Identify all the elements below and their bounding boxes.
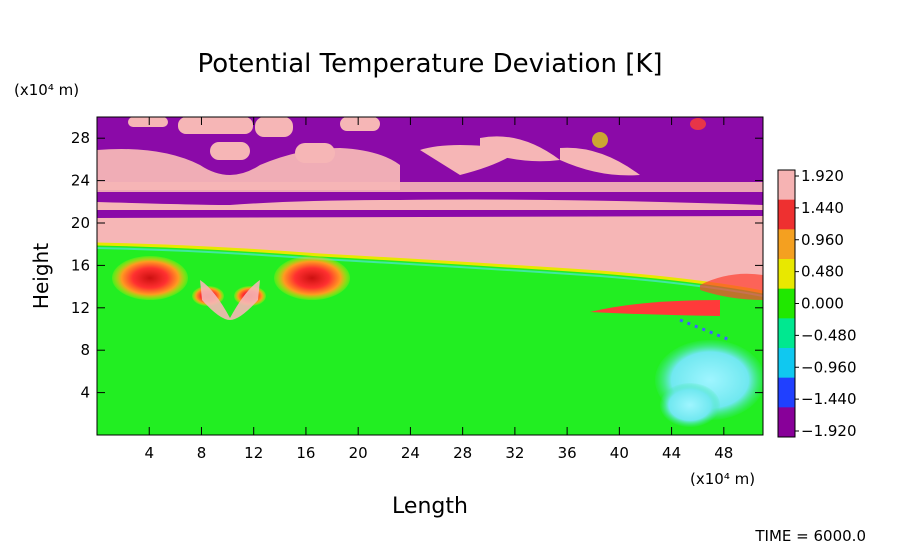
colorbar: 1.920 1.440 0.960 0.480 0.000 −0.480 −0.960 −1.… [777,167,857,440]
x-tick-label: 24 [401,444,420,462]
plot-area [97,117,763,435]
x-tick-label: 44 [662,444,681,462]
colorbar-label: −1.440 [801,390,857,408]
colorbar-swatch [778,318,795,349]
colorbar-label: −0.960 [801,358,857,376]
colorbar-swatch [778,199,795,230]
colorbar-swatch [778,229,795,260]
colorbar-swatch [778,288,795,319]
y-tick-label: 16 [71,256,90,274]
y-axis: 4 8 12 16 20 24 28 [71,129,763,402]
colorbar-swatch [778,170,795,201]
colorbar-label: −1.920 [801,422,857,440]
x-tick-label: 8 [197,444,207,462]
y-tick-label: 4 [80,384,90,402]
y-tick-label: 12 [71,299,90,317]
colorbar-label: 1.440 [801,199,844,217]
x-tick-label: 28 [453,444,472,462]
colorbar-label: −0.480 [801,326,857,344]
colorbar-swatch [778,348,795,379]
y-axis-label: Height [29,243,53,309]
shear-band [590,300,720,316]
chart-title: Potential Temperature Deviation [K] [197,49,662,79]
x-tick-label: 4 [144,444,154,462]
time-label: TIME = 6000.0 [754,527,866,544]
warm-cell-left [112,256,188,300]
y-tick-label: 20 [71,214,90,232]
x-unit-label: (x10⁴ m) [690,470,755,488]
x-tick-label: 36 [558,444,577,462]
colorbar-swatch [778,377,795,408]
warm-cell-right [274,256,350,300]
x-axis-label: Length [392,494,468,519]
tropopause-band [97,216,763,292]
colorbar-label: 0.480 [801,263,844,281]
x-tick-label: 12 [244,444,263,462]
x-tick-label: 40 [610,444,629,462]
y-unit-label: (x10⁴ m) [14,81,79,99]
x-tick-label: 32 [505,444,524,462]
colorbar-label: 1.920 [801,167,844,185]
x-tick-label: 48 [714,444,733,462]
colorbar-swatch [778,407,795,438]
y-tick-label: 28 [71,129,90,147]
x-axis: 4 8 12 16 20 24 28 32 36 40 44 48 [144,117,733,462]
x-tick-label: 16 [296,444,315,462]
upper-pink-patterns [97,117,763,192]
colorbar-label: 0.000 [801,295,844,313]
colorbar-label: 0.960 [801,231,844,249]
plot-frame [96,116,764,436]
y-tick-label: 24 [71,172,90,190]
x-tick-label: 20 [349,444,368,462]
y-tick-label: 8 [80,341,90,359]
colorbar-swatch [778,259,795,290]
